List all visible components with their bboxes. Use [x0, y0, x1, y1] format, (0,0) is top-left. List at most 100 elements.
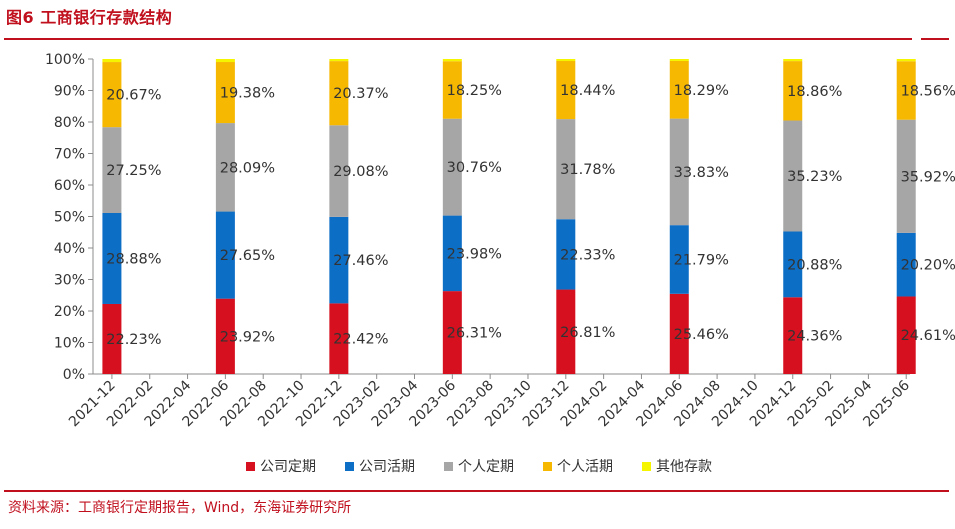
data-label: 26.81% — [560, 325, 615, 341]
y-tick-label: 30% — [54, 273, 85, 289]
data-label: 31.78% — [560, 162, 615, 178]
bar-segment — [556, 219, 576, 290]
bar-segment — [215, 62, 235, 124]
data-label: 33.83% — [674, 165, 729, 181]
data-label: 26.31% — [447, 326, 502, 342]
y-tick-label: 10% — [54, 336, 85, 352]
bar-segment — [215, 123, 235, 212]
y-tick-label: 90% — [54, 84, 85, 100]
legend-label: 其他存款 — [656, 459, 712, 475]
bar-segment — [329, 125, 349, 217]
data-label: 22.33% — [560, 247, 615, 263]
bar-segment — [442, 291, 462, 374]
bar-segment — [329, 61, 349, 126]
bar-segment — [215, 298, 235, 374]
legend-swatch — [642, 461, 651, 471]
bar-segment — [442, 118, 462, 216]
bar-segment — [329, 59, 349, 62]
data-label: 18.86% — [787, 84, 842, 100]
data-label: 27.65% — [220, 248, 275, 264]
bar-segment — [102, 59, 122, 63]
legend-item: 个人活期 — [543, 455, 613, 477]
y-tick-label: 70% — [54, 147, 85, 163]
stacked-bar-chart: 0%10%20%30%40%50%60%70%80%90%100%2021-12… — [45, 52, 955, 430]
bar-segment — [442, 59, 462, 62]
bar-segment — [669, 118, 689, 226]
y-tick-label: 100% — [45, 52, 85, 68]
bar-segment — [783, 59, 803, 62]
chart-legend: 公司定期 公司活期 个人定期 个人活期 其他存款 — [0, 455, 955, 479]
bar-segment — [783, 61, 803, 121]
bar-segment — [556, 61, 576, 120]
legend-swatch — [345, 461, 354, 471]
bar-segment — [102, 127, 122, 214]
data-label: 24.36% — [787, 329, 842, 345]
y-tick-label: 50% — [54, 210, 85, 226]
data-label: 29.08% — [333, 164, 388, 180]
title-rule — [4, 38, 912, 40]
data-label: 27.25% — [106, 163, 161, 179]
data-label: 19.38% — [220, 86, 275, 102]
data-label: 18.56% — [901, 83, 955, 99]
source-rule — [4, 490, 949, 492]
legend-label: 个人定期 — [458, 459, 514, 475]
legend-swatch — [246, 461, 255, 471]
legend-label: 个人活期 — [557, 459, 613, 475]
data-label: 25.46% — [674, 327, 729, 343]
data-label: 35.23% — [787, 169, 842, 185]
bar-segment — [215, 59, 235, 63]
y-tick-label: 80% — [54, 115, 85, 131]
data-label: 24.61% — [901, 328, 955, 344]
bar-segment — [783, 297, 803, 374]
chart-title: 图6 工商银行存款结构 — [6, 8, 173, 27]
legend-swatch — [444, 461, 453, 471]
bar-segment — [669, 60, 689, 119]
data-label: 27.46% — [333, 253, 388, 269]
data-label: 20.67% — [106, 88, 161, 104]
y-tick-label: 0% — [63, 367, 85, 383]
data-label: 20.20% — [901, 258, 955, 274]
bar-segment — [102, 213, 122, 304]
bar-segment — [329, 303, 349, 374]
bar-segment — [669, 59, 689, 61]
data-label: 22.42% — [333, 332, 388, 348]
bar-segment — [442, 61, 462, 119]
legend-swatch — [543, 461, 552, 471]
source-note: 资料来源：工商银行定期报告，Wind，东海证券研究所 — [8, 500, 352, 516]
bar-segment — [896, 296, 916, 374]
y-tick-label: 60% — [54, 178, 85, 194]
data-label: 20.37% — [333, 86, 388, 102]
bar-segment — [556, 289, 576, 374]
data-label: 18.25% — [447, 83, 502, 99]
data-label: 28.88% — [106, 251, 161, 267]
legend-item: 公司定期 — [246, 455, 316, 477]
bar-segment — [102, 62, 122, 128]
legend-item: 个人定期 — [444, 455, 514, 477]
bar-segment — [556, 119, 576, 220]
bar-segment — [669, 225, 689, 294]
bar-segment — [442, 215, 462, 292]
bar-segment — [556, 59, 576, 62]
bar-segment — [896, 232, 916, 297]
data-label: 30.76% — [447, 160, 502, 176]
data-label: 20.88% — [787, 257, 842, 273]
bar-segment — [102, 303, 122, 374]
legend-item: 公司活期 — [345, 455, 415, 477]
y-tick-label: 40% — [54, 241, 85, 257]
data-label: 23.92% — [220, 329, 275, 345]
title-rule-tail — [921, 38, 949, 40]
bar-segment — [896, 61, 916, 120]
legend-label: 公司活期 — [359, 459, 415, 475]
bar-segment — [215, 211, 235, 299]
bar-segment — [783, 231, 803, 298]
data-label: 23.98% — [447, 246, 502, 262]
legend-item: 其他存款 — [642, 455, 712, 477]
data-label: 35.92% — [901, 169, 955, 185]
data-label: 21.79% — [674, 252, 729, 268]
data-label: 22.23% — [106, 332, 161, 348]
bar-segment — [329, 216, 349, 304]
bar-segment — [783, 120, 803, 232]
bar-segment — [669, 293, 689, 374]
bar-segment — [896, 119, 916, 233]
bar-segment — [896, 59, 916, 62]
